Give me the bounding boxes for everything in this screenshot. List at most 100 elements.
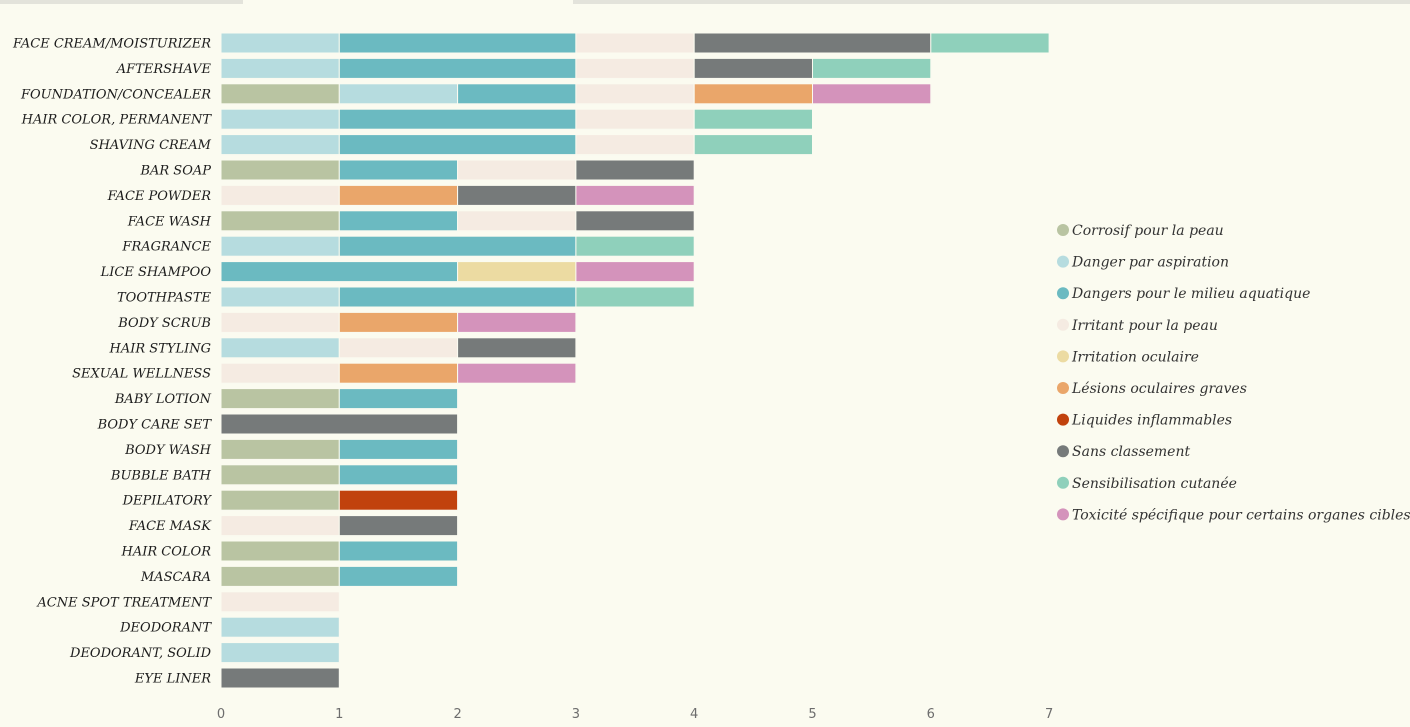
bar-segment[interactable]: BODY SCRUB — Lésions oculaires graves: 1 xyxy=(338,311,459,333)
category-label: FACE WASH xyxy=(127,214,212,229)
bar-segment[interactable]: SHAVING CREAM — Irritant pour la peau: 1 xyxy=(575,134,695,156)
bar-segment[interactable]: SEXUAL WELLNESS — Lésions oculaires grav… xyxy=(338,362,459,384)
bar-segment[interactable]: BODY WASH — Corrosif pour la peau: 1 xyxy=(220,438,340,460)
bar-segment[interactable]: MASCARA — Corrosif pour la peau: 1 xyxy=(220,565,340,587)
bar-segment[interactable]: AFTERSHAVE — Sans classement: 1 xyxy=(693,57,814,79)
bar-segment[interactable]: FACE CREAM/MOISTURIZER — Sans classement… xyxy=(693,32,932,54)
x-tick-label: 1 xyxy=(335,707,343,722)
bar-segment[interactable]: AFTERSHAVE — Dangers pour le milieu aqua… xyxy=(338,57,577,79)
bar-segment[interactable]: SEXUAL WELLNESS — Toxicité spécifique po… xyxy=(457,362,577,384)
bar-segment[interactable]: DEODORANT — Danger par aspiration: 1 xyxy=(220,616,340,638)
bar-segment[interactable]: FACE WASH — Corrosif pour la peau: 1 xyxy=(220,210,340,232)
bar-segment[interactable]: BODY WASH — Dangers pour le milieu aquat… xyxy=(338,438,459,460)
category-label: DEPILATORY xyxy=(122,494,213,509)
bar-segment[interactable]: FACE POWDER — Lésions oculaires graves: … xyxy=(338,184,459,206)
bar-segment[interactable]: DEPILATORY — Corrosif pour la peau: 1 xyxy=(220,489,340,511)
bar-segment[interactable]: FOUNDATION/CONCEALER — Irritant pour la … xyxy=(575,83,695,105)
bar-segment[interactable]: HAIR COLOR, PERMANENT — Irritant pour la… xyxy=(575,108,695,130)
bar-segment[interactable]: LICE SHAMPOO — Toxicité spécifique pour … xyxy=(575,261,695,283)
bar-segment[interactable]: TOOTHPASTE — Danger par aspiration: 1 xyxy=(220,286,340,308)
bar-segment[interactable]: FACE CREAM/MOISTURIZER — Danger par aspi… xyxy=(220,32,340,54)
bar-segment[interactable]: FOUNDATION/CONCEALER — Dangers pour le m… xyxy=(457,83,577,105)
category-labels: FACE CREAM/MOISTURIZER AFTERSHAVE FOUNDATI… xyxy=(12,37,212,687)
active-tab[interactable] xyxy=(243,0,573,4)
bar-segment[interactable]: HAIR COLOR — Corrosif pour la peau: 1 xyxy=(220,540,340,562)
category-label: BODY CARE SET xyxy=(97,418,213,433)
bar-segment[interactable]: FACE WASH — Irritant pour la peau: 1 xyxy=(457,210,577,232)
legend-swatch xyxy=(1057,508,1069,521)
bar-segment[interactable]: BUBBLE BATH — Dangers pour le milieu aqu… xyxy=(338,464,459,486)
legend-swatch xyxy=(1057,255,1069,268)
category-label: FACE MASK xyxy=(128,519,212,534)
category-label: HAIR COLOR, PERMANENT xyxy=(21,113,213,128)
bar-segment[interactable]: LICE SHAMPOO — Dangers pour le milieu aq… xyxy=(220,261,459,283)
bar-segment[interactable]: SEXUAL WELLNESS — Irritant pour la peau:… xyxy=(220,362,340,384)
x-tick-label: 0 xyxy=(217,707,225,722)
bar-segment[interactable]: LICE SHAMPOO — Irritation oculaire: 1 xyxy=(457,261,577,283)
bar-segment[interactable]: DEPILATORY — Liquides inflammables: 1 xyxy=(338,489,459,511)
bar-segment[interactable]: BAR SOAP — Dangers pour le milieu aquati… xyxy=(338,159,459,181)
bar-segment[interactable]: BABY LOTION — Corrosif pour la peau: 1 xyxy=(220,388,340,410)
bar-segment[interactable]: BAR SOAP — Corrosif pour la peau: 1 xyxy=(220,159,340,181)
legend-swatch xyxy=(1057,413,1069,426)
bar-segment[interactable]: FACE POWDER — Sans classement: 1 xyxy=(457,184,577,206)
bar-segment[interactable]: FACE POWDER — Toxicité spécifique pour c… xyxy=(575,184,695,206)
bar-segment[interactable]: FOUNDATION/CONCEALER — Corrosif pour la … xyxy=(220,83,340,105)
bar-segment[interactable]: MASCARA — Dangers pour le milieu aquatiq… xyxy=(338,565,459,587)
legend-label: Corrosif pour la peau xyxy=(1072,223,1224,239)
bar-segment[interactable]: SHAVING CREAM — Sensibilisation cutanée:… xyxy=(693,134,814,156)
bar-segment[interactable]: BUBBLE BATH — Corrosif pour la peau: 1 xyxy=(220,464,340,486)
bar-segment[interactable]: DEODORANT, SOLID — Danger par aspiration… xyxy=(220,642,340,664)
bar-segment[interactable]: HAIR COLOR — Dangers pour le milieu aqua… xyxy=(338,540,459,562)
legend: Corrosif pour la peau Danger par aspirati… xyxy=(1057,223,1410,523)
bar-segment[interactable]: AFTERSHAVE — Sensibilisation cutanée: 1 xyxy=(812,57,932,79)
bar-segment[interactable]: AFTERSHAVE — Danger par aspiration: 1 xyxy=(220,57,340,79)
bar-segment[interactable]: AFTERSHAVE — Irritant pour la peau: 1 xyxy=(575,57,695,79)
bar-segment[interactable]: TOOTHPASTE — Sensibilisation cutanée: 1 xyxy=(575,286,695,308)
legend-label: Sans classement xyxy=(1072,444,1190,460)
bar-segment[interactable]: BODY SCRUB — Irritant pour la peau: 1 xyxy=(220,311,340,333)
category-label: BUBBLE BATH xyxy=(110,468,212,483)
bar-segment[interactable]: FACE POWDER — Irritant pour la peau: 1 xyxy=(220,184,340,206)
bar-segment[interactable]: FACE MASK — Sans classement: 1 xyxy=(338,515,459,537)
bar-segment[interactable]: BAR SOAP — Sans classement: 1 xyxy=(575,159,695,181)
bar-segment[interactable]: HAIR COLOR, PERMANENT — Sensibilisation … xyxy=(693,108,814,130)
bar-segment[interactable]: FOUNDATION/CONCEALER — Lésions oculaires… xyxy=(693,83,814,105)
bar-segment[interactable]: FACE WASH — Dangers pour le milieu aquat… xyxy=(338,210,459,232)
bar-segment[interactable]: FACE CREAM/MOISTURIZER — Sensibilisation… xyxy=(930,32,1050,54)
bar-segment[interactable]: FRAGRANCE — Sensibilisation cutanée: 1 xyxy=(575,235,695,257)
category-label: EYE LINER xyxy=(134,672,211,687)
bar-segment[interactable]: FOUNDATION/CONCEALER — Toxicité spécifiq… xyxy=(812,83,932,105)
bar-segment[interactable]: HAIR COLOR, PERMANENT — Dangers pour le … xyxy=(338,108,577,130)
bar-segment[interactable]: HAIR STYLING — Irritant pour la peau: 1 xyxy=(338,337,459,359)
bar-segment[interactable]: HAIR STYLING — Sans classement: 1 xyxy=(457,337,577,359)
bar-segment[interactable]: FRAGRANCE — Danger par aspiration: 1 xyxy=(220,235,340,257)
category-label: DEODORANT, SOLID xyxy=(69,646,212,661)
bar-segment[interactable]: EYE LINER — Sans classement: 1 xyxy=(220,667,340,689)
bar-segment[interactable]: BABY LOTION — Dangers pour le milieu aqu… xyxy=(338,388,459,410)
bar-segment[interactable]: SHAVING CREAM — Danger par aspiration: 1 xyxy=(220,134,340,156)
legend-swatch xyxy=(1057,318,1069,331)
category-label: SHAVING CREAM xyxy=(90,138,212,153)
bar-segment[interactable]: TOOTHPASTE — Dangers pour le milieu aqua… xyxy=(338,286,577,308)
category-label: ACNE SPOT TREATMENT xyxy=(36,595,212,610)
bar-segment[interactable]: FACE WASH — Sans classement: 1 xyxy=(575,210,695,232)
bar-segment[interactable]: ACNE SPOT TREATMENT — Irritant pour la p… xyxy=(220,591,340,613)
bar-segment[interactable]: FACE CREAM/MOISTURIZER — Irritant pour l… xyxy=(575,32,695,54)
bar-segment[interactable]: FACE MASK — Irritant pour la peau: 1 xyxy=(220,515,340,537)
bar-segment[interactable]: BODY SCRUB — Toxicité spécifique pour ce… xyxy=(457,311,577,333)
bar-segment[interactable]: BODY CARE SET — Sans classement: 2 xyxy=(220,413,459,435)
bar-segment[interactable]: FOUNDATION/CONCEALER — Danger par aspira… xyxy=(338,83,459,105)
category-label: FOUNDATION/CONCEALER xyxy=(20,87,211,102)
category-label: MASCARA xyxy=(140,570,211,585)
legend-label: Toxicité spécifique pour certains organe… xyxy=(1072,507,1410,523)
bar-segment[interactable]: HAIR COLOR, PERMANENT — Danger par aspir… xyxy=(220,108,340,130)
category-label: TOOTHPASTE xyxy=(117,291,212,306)
legend-swatch xyxy=(1057,350,1069,363)
bar-segment[interactable]: SHAVING CREAM — Dangers pour le milieu a… xyxy=(338,134,577,156)
bar-segment[interactable]: FRAGRANCE — Dangers pour le milieu aquat… xyxy=(338,235,577,257)
bar-segment[interactable]: BAR SOAP — Irritant pour la peau: 1 xyxy=(457,159,577,181)
tab-strip xyxy=(0,0,1410,4)
bar-segment[interactable]: HAIR STYLING — Danger par aspiration: 1 xyxy=(220,337,340,359)
bar-segment[interactable]: FACE CREAM/MOISTURIZER — Dangers pour le… xyxy=(338,32,577,54)
